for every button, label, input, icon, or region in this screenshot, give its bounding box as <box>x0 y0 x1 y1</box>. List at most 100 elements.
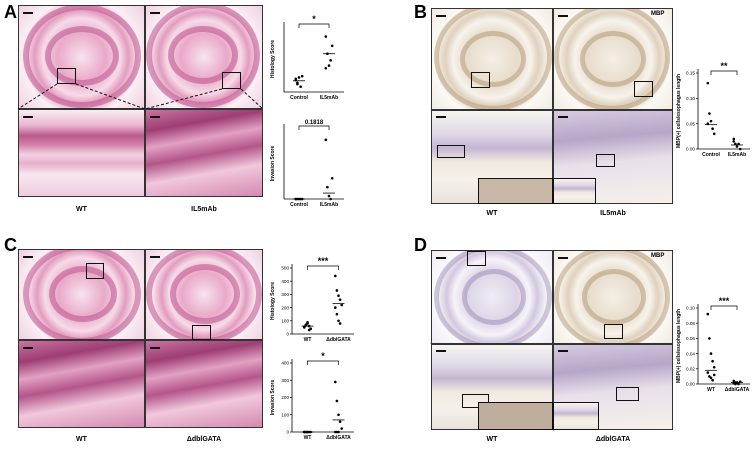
caption-a-il5mab: IL5mAb <box>191 206 217 213</box>
y-axis-label: Histology Score <box>270 282 276 320</box>
panel-label-d: D <box>414 235 427 255</box>
panel-label-a: A <box>4 2 17 22</box>
caption-b-il5mab: IL5mAb <box>600 210 626 217</box>
x-category-label: ΔdblGATA <box>326 435 351 441</box>
caption-d-wt: WT <box>486 436 498 443</box>
y-tick-label: 100 <box>281 319 289 324</box>
y-tick-label: 300 <box>281 378 289 383</box>
he-high-mag-wt <box>18 109 145 197</box>
caption-b-wt: WT <box>486 210 498 217</box>
roi-box-d-dblgata-2 <box>616 387 639 401</box>
caption-a-wt: WT <box>76 206 87 213</box>
x-category-label: Control <box>290 95 308 101</box>
data-point <box>340 427 343 430</box>
plot-a-invasion: Invasion Score Control IL5mAb 0.1818 <box>270 110 350 215</box>
data-point <box>334 380 337 384</box>
roi-box-b-wt-2 <box>437 145 465 158</box>
data-point <box>709 119 713 123</box>
data-point <box>711 359 714 363</box>
significance-label: ** <box>720 61 728 71</box>
data-point <box>340 303 343 307</box>
data-point <box>335 289 339 292</box>
x-category-label: IL5mAb <box>320 202 338 208</box>
inset-d-wt <box>478 402 553 430</box>
data-point <box>337 430 340 434</box>
data-point <box>711 378 714 382</box>
y-tick-label: 0.00 <box>686 382 695 387</box>
x-category-label: IL5mAb <box>728 152 746 158</box>
roi-box-d-wt <box>467 251 486 266</box>
data-point <box>296 81 299 85</box>
data-point <box>327 194 331 198</box>
inset-d-dblgata <box>553 402 599 430</box>
data-point <box>307 328 311 332</box>
data-point <box>335 312 339 316</box>
data-point <box>324 138 328 142</box>
ihc-low-mag-il5mab <box>553 8 673 110</box>
y-axis-label: Invasion Score <box>270 380 276 416</box>
data-point <box>732 137 736 141</box>
data-point <box>709 352 713 355</box>
y-tick-label: 400 <box>281 361 289 366</box>
data-point <box>711 127 714 131</box>
caption-c-wt: WT <box>76 436 87 443</box>
y-tick-label: 300 <box>281 292 289 297</box>
significance-label: *** <box>318 256 329 266</box>
plot-d-mbp: MBP(+) cells/esophagus length 0.00 0.02 0.0… <box>676 290 756 400</box>
he-high-mag-dblgata <box>145 340 263 428</box>
data-point <box>327 64 331 67</box>
y-axis-label: Invasion Score <box>270 146 276 182</box>
significance-bracket <box>298 125 330 130</box>
data-point <box>324 66 328 70</box>
caption-c-dblgata: ΔdblGATA <box>186 436 222 443</box>
data-point <box>708 337 711 340</box>
data-point <box>299 85 302 89</box>
y-tick-label: 0.10 <box>686 306 695 311</box>
stain-label-b: MBP <box>651 11 665 17</box>
he-high-mag-wt-c <box>18 340 145 428</box>
data-point <box>300 74 304 78</box>
data-point <box>324 35 328 38</box>
significance-bracket <box>307 265 339 270</box>
significance-label: * <box>321 351 325 361</box>
y-tick-label: 0.10 <box>686 96 695 101</box>
data-point <box>712 373 716 377</box>
y-tick-label: 0.00 <box>686 147 695 152</box>
ihc-low-mag-wt-d <box>431 250 553 344</box>
roi-box-c-wt <box>86 263 104 279</box>
ihc-low-mag-wt <box>431 8 553 110</box>
roi-box-d-wt-2 <box>462 394 489 408</box>
plot-a-histology: Histology Score Control IL5mAb * <box>270 8 350 108</box>
y-tick-label: 0.06 <box>686 336 695 341</box>
y-tick-label: 0.02 <box>686 367 695 372</box>
x-category-label: Control <box>290 202 308 208</box>
data-point <box>338 298 342 301</box>
he-high-mag-il5mab <box>145 109 263 197</box>
y-tick-label: 400 <box>281 279 289 284</box>
x-category-label: ΔdblGATA <box>326 337 351 343</box>
roi-box-a-il5mab <box>222 72 241 89</box>
roi-box-b-il5mab <box>634 81 653 97</box>
data-point <box>329 197 332 201</box>
data-point <box>337 319 340 323</box>
significance-label: * <box>312 14 316 24</box>
x-category-label: ΔdblGATA <box>725 387 750 393</box>
data-point <box>334 306 337 309</box>
data-point <box>706 371 710 374</box>
data-point <box>706 81 710 85</box>
y-tick-label: 0.04 <box>686 351 695 356</box>
y-tick-label: 0 <box>286 430 289 435</box>
data-point <box>306 320 309 324</box>
he-low-mag-dblgata <box>145 249 263 340</box>
y-tick-label: 0.05 <box>686 121 695 126</box>
roi-box-c-dblgata <box>192 325 211 340</box>
data-point <box>294 77 298 81</box>
data-point <box>709 376 713 380</box>
significance-label: *** <box>719 296 730 306</box>
significance-bracket <box>710 70 738 75</box>
data-point <box>326 185 329 189</box>
y-tick-label: 200 <box>281 305 289 310</box>
x-category-label: WT <box>304 337 312 343</box>
y-axis-label: MBP(+) cells/esophagus length <box>676 309 682 383</box>
data-point <box>330 44 334 48</box>
